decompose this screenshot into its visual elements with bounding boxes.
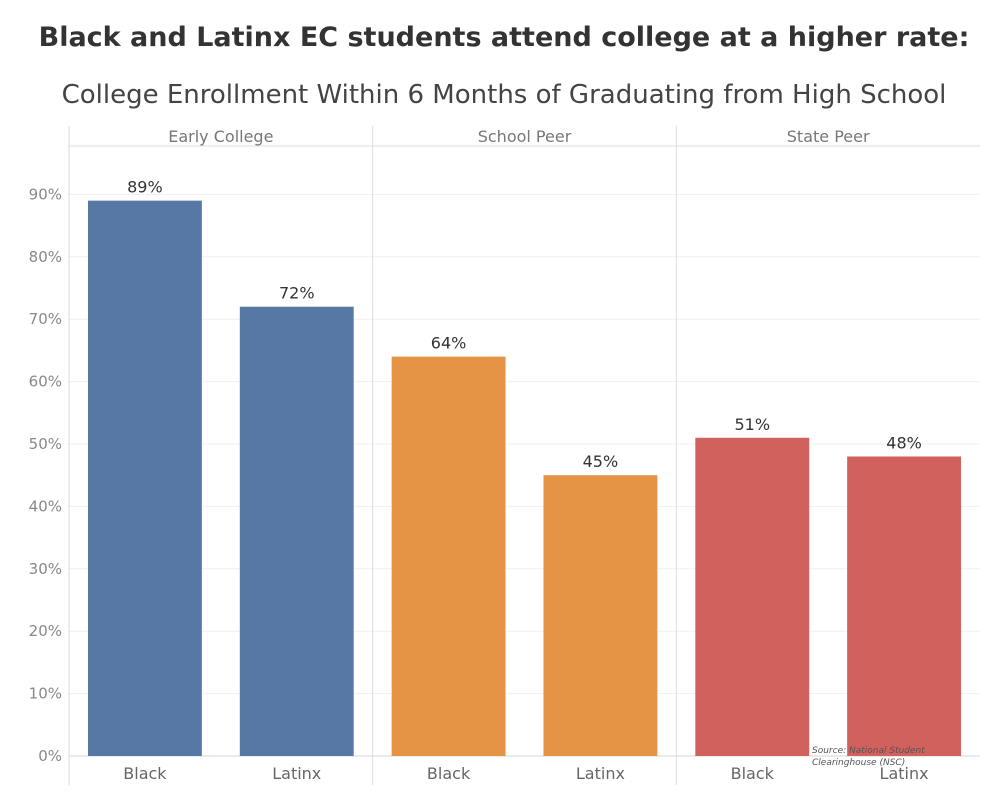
panel-label: State Peer bbox=[787, 127, 870, 146]
y-tick-label: 60% bbox=[29, 373, 62, 391]
x-category-label: Latinx bbox=[576, 764, 625, 783]
data-label: 45% bbox=[583, 452, 619, 471]
chart-subtitle: College Enrollment Within 6 Months of Gr… bbox=[61, 80, 947, 110]
data-label: 51% bbox=[734, 415, 770, 434]
x-category-label: Latinx bbox=[272, 764, 321, 783]
data-label: 64% bbox=[431, 334, 467, 353]
x-category-label: Latinx bbox=[880, 764, 929, 783]
bar bbox=[391, 356, 506, 756]
bar bbox=[695, 437, 810, 756]
source-note: Source: National Student bbox=[812, 746, 925, 756]
y-tick-label: 30% bbox=[29, 560, 62, 578]
y-tick-label: 10% bbox=[29, 685, 62, 703]
bar bbox=[87, 200, 202, 756]
y-tick-label: 40% bbox=[29, 497, 62, 515]
bar bbox=[847, 456, 962, 756]
data-label: 89% bbox=[127, 178, 163, 197]
panel-label: School Peer bbox=[478, 127, 572, 146]
data-label: 72% bbox=[279, 284, 315, 303]
y-tick-label: 70% bbox=[29, 310, 62, 328]
y-tick-label: 50% bbox=[29, 435, 62, 453]
chart-title: Black and Latinx EC students attend coll… bbox=[38, 22, 970, 53]
data-label: 48% bbox=[886, 433, 922, 452]
x-category-label: Black bbox=[123, 764, 167, 783]
source-note: Clearinghouse (NSC) bbox=[812, 758, 905, 768]
y-tick-label: 20% bbox=[29, 622, 62, 640]
x-category-label: Black bbox=[731, 764, 775, 783]
y-tick-label: 80% bbox=[29, 248, 62, 266]
panel-label: Early College bbox=[168, 127, 273, 146]
x-category-label: Black bbox=[427, 764, 471, 783]
y-tick-label: 0% bbox=[38, 747, 62, 765]
bar bbox=[239, 306, 354, 756]
y-tick-label: 90% bbox=[29, 185, 62, 203]
bar bbox=[543, 475, 658, 756]
